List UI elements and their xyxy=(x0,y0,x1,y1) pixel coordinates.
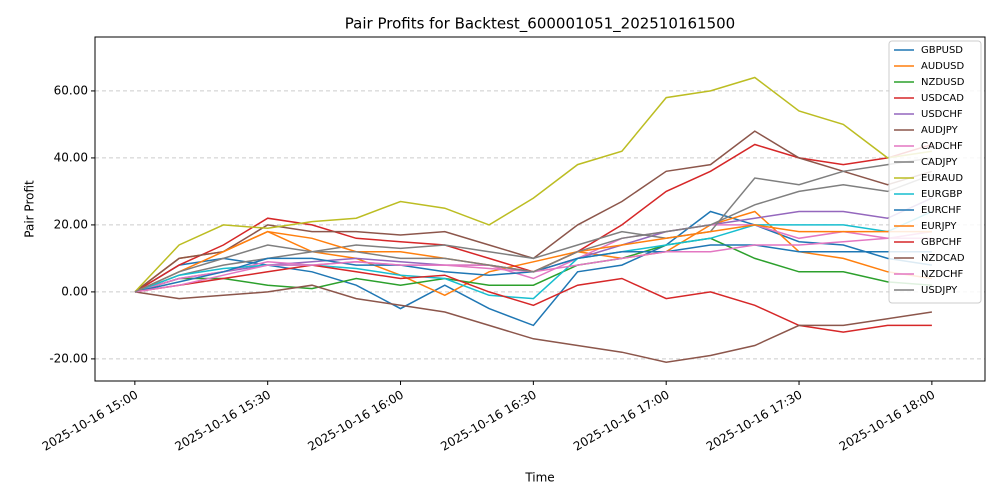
x-tick-label: 2025-10-16 18:00 xyxy=(837,387,938,453)
plot-frame xyxy=(94,36,986,382)
x-tick-label: 2025-10-16 16:30 xyxy=(438,387,539,453)
series-line xyxy=(134,143,933,293)
x-axis-label: Time xyxy=(524,471,554,485)
legend-label: CADJPY xyxy=(921,157,958,168)
series-line xyxy=(134,237,932,293)
y-axis-label: Pair Profit xyxy=(23,180,37,238)
legend-label: AUDUSD xyxy=(921,61,965,72)
legend-label: EURAUD xyxy=(921,173,963,184)
x-tick-label: 2025-10-16 17:00 xyxy=(571,387,672,453)
legend-label: GBPCHF xyxy=(921,237,962,248)
legend-label: AUDJPY xyxy=(921,125,959,136)
legend-label: CADCHF xyxy=(921,141,963,152)
x-tick-label: 2025-10-16 17:30 xyxy=(704,387,805,453)
series-line xyxy=(134,224,933,293)
legend-label: USDCHF xyxy=(921,109,963,120)
chart-title: Pair Profits for Backtest_600001051_2025… xyxy=(345,15,735,34)
series-line xyxy=(134,173,933,293)
legend-box xyxy=(888,40,982,304)
y-tick-label: 20.00 xyxy=(54,217,88,231)
legend-label: GBPUSD xyxy=(921,45,963,56)
legend-label: EURCHF xyxy=(921,205,962,216)
y-tick-label: 60.00 xyxy=(54,83,88,97)
series-line xyxy=(134,76,933,293)
legend-label: EURGBP xyxy=(921,189,962,200)
legend-label: NZDCHF xyxy=(921,269,964,280)
legend-label: USDJPY xyxy=(921,285,958,296)
legend-label: NZDCAD xyxy=(921,253,965,264)
series-line xyxy=(134,284,933,363)
legend-label: USDCAD xyxy=(921,93,964,104)
x-tick-label: 2025-10-16 16:00 xyxy=(305,387,406,453)
legend-label: EURJPY xyxy=(921,221,957,232)
y-tick-label: 40.00 xyxy=(54,150,88,164)
legend-label: NZDUSD xyxy=(921,77,965,88)
x-tick-label: 2025-10-16 15:00 xyxy=(40,387,141,453)
y-tick-label: -20.00 xyxy=(49,351,88,365)
x-tick-label: 2025-10-16 15:30 xyxy=(173,387,274,453)
y-tick-label: 0.00 xyxy=(61,284,88,298)
